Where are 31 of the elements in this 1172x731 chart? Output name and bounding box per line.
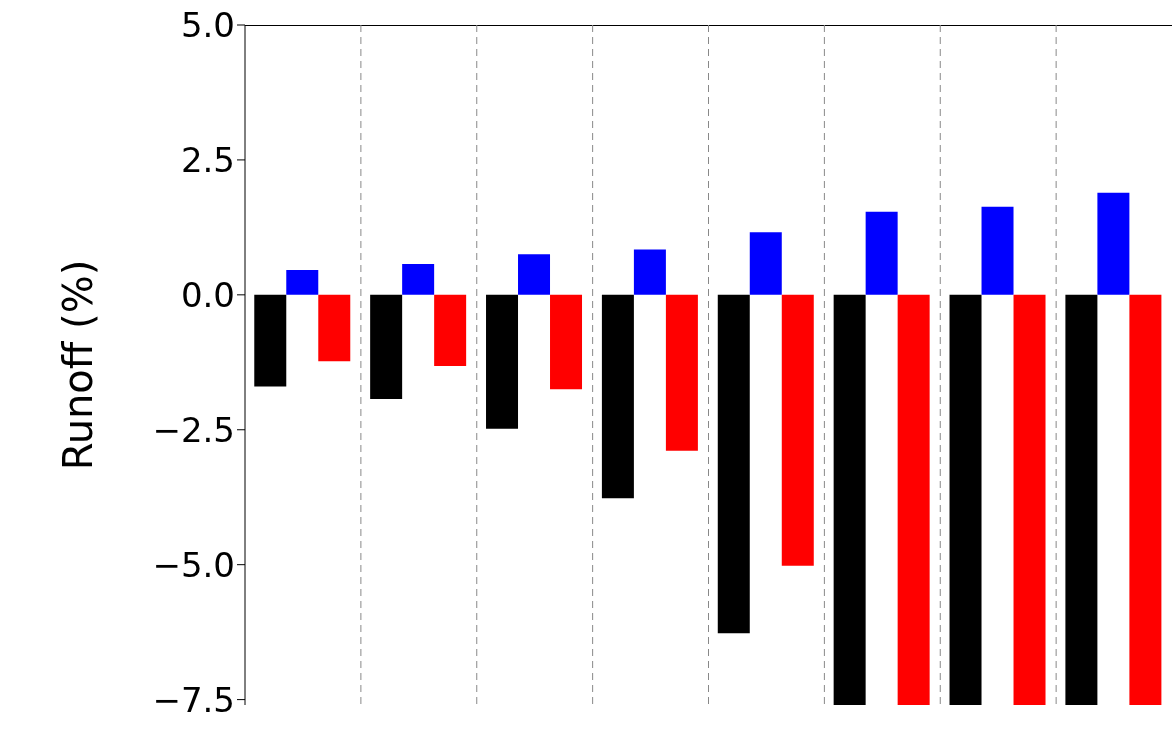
bar xyxy=(717,294,750,634)
bar xyxy=(665,294,698,451)
bar xyxy=(486,294,519,429)
bar xyxy=(1013,294,1046,705)
bar xyxy=(434,294,467,367)
y-tick-label: −5.0 xyxy=(152,544,235,585)
bar xyxy=(781,294,814,566)
bar xyxy=(1097,192,1130,295)
y-tick-label: −2.5 xyxy=(152,409,235,450)
bar xyxy=(1129,294,1162,705)
y-tick-label: 5.0 xyxy=(180,5,235,46)
bar xyxy=(518,254,551,295)
y-tick-label: −7.5 xyxy=(152,679,235,720)
bar xyxy=(254,294,287,387)
bar xyxy=(833,294,866,705)
y-tick-label: 2.5 xyxy=(180,139,235,180)
bar xyxy=(981,206,1014,295)
bar xyxy=(402,264,435,295)
y-axis-title: Runoff (%) xyxy=(55,259,102,471)
bar xyxy=(318,294,351,362)
bar xyxy=(865,211,898,295)
bar xyxy=(633,249,666,295)
bar xyxy=(949,294,982,705)
bar xyxy=(749,232,782,295)
bar xyxy=(370,294,403,399)
bar xyxy=(286,270,319,295)
bar xyxy=(550,294,583,390)
bar xyxy=(1065,294,1098,705)
bar xyxy=(601,294,634,499)
bar xyxy=(897,294,930,705)
y-tick-label: 0.0 xyxy=(180,274,235,315)
